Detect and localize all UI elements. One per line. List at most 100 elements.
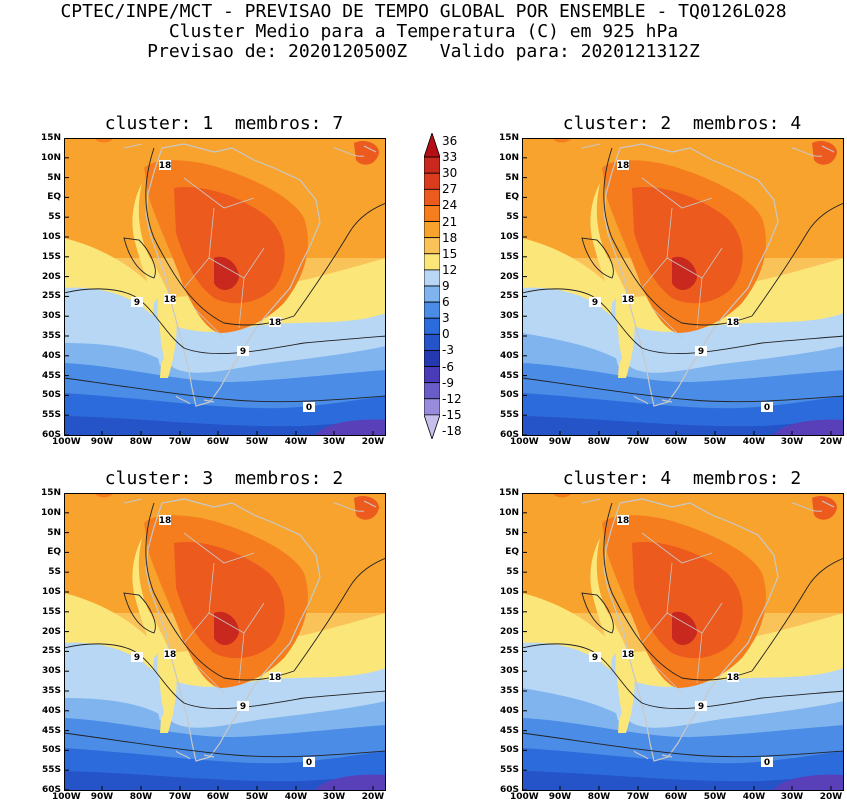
lat-label: 30S <box>41 311 61 322</box>
contour-line <box>64 377 386 403</box>
colorbar-label: 15 <box>442 246 458 261</box>
lon-label: 50W <box>245 437 269 447</box>
temp-region <box>522 416 844 436</box>
lat-label: 20S <box>41 271 61 282</box>
svg-text:18: 18 <box>727 673 740 683</box>
lon-label: 80W <box>129 437 153 447</box>
colorbar-swatch <box>423 205 441 222</box>
colorbar-label: -6 <box>442 359 454 374</box>
colorbar-label: 24 <box>442 198 458 213</box>
lon-label: 70W <box>168 437 192 447</box>
land-outline <box>603 498 779 762</box>
lon-label: 60W <box>664 437 688 447</box>
lat-label: 40S <box>499 705 519 716</box>
lat-label: 5S <box>48 567 61 578</box>
temp-region <box>552 138 572 143</box>
lat-label: 25S <box>41 291 61 302</box>
panel-title-4: cluster: 4 membros: 2 <box>562 468 802 489</box>
lat-label: 55S <box>41 765 61 776</box>
lat-label: 55S <box>499 765 519 776</box>
contour-line <box>581 237 614 279</box>
contour-label: 9 <box>131 652 143 663</box>
svg-text:18: 18 <box>622 295 635 305</box>
svg-text:18: 18 <box>269 318 282 328</box>
lon-label: 80W <box>587 792 611 802</box>
contour-label: 9 <box>589 297 601 308</box>
contour-line <box>293 557 386 672</box>
lat-label: 10S <box>41 232 61 242</box>
colorbar-label: 0 <box>442 327 450 342</box>
lon-label: 80W <box>129 792 153 802</box>
lat-label: 60S <box>41 430 61 440</box>
contour-label: 18 <box>269 317 282 328</box>
map-frame <box>522 493 844 791</box>
colorbar-label: 33 <box>442 150 458 165</box>
svg-text:18: 18 <box>617 516 630 526</box>
lat-label: 30S <box>499 666 519 677</box>
colorbar-svg <box>423 131 441 441</box>
contour-label: 18 <box>159 515 171 526</box>
country-borders <box>641 532 723 694</box>
colorbar-swatch <box>423 382 441 400</box>
contour-label: 9 <box>695 346 707 357</box>
contour-line <box>64 643 386 710</box>
temp-region-andes <box>611 653 622 721</box>
lat-label: 10S <box>499 232 519 242</box>
lon-label: 30W <box>322 792 346 802</box>
islands <box>581 498 835 512</box>
contour-label: 18 <box>159 160 172 171</box>
lon-label: 90W <box>548 792 572 802</box>
temp-region <box>672 256 697 290</box>
lat-label: 10N <box>498 507 519 518</box>
svg-text:18: 18 <box>617 161 630 171</box>
falklands <box>633 395 673 405</box>
contour-line <box>64 732 386 758</box>
contour-label: 9 <box>237 346 249 357</box>
contour-line <box>293 202 386 317</box>
islands <box>123 498 377 512</box>
lon-label: 40W <box>284 437 308 447</box>
svg-text:9: 9 <box>240 347 246 357</box>
temp-region-andes <box>611 298 622 366</box>
contour-label: 18 <box>164 649 176 660</box>
colorbar-swatch <box>423 221 441 239</box>
svg-text:9: 9 <box>592 298 598 308</box>
temp-region-andes <box>153 653 164 721</box>
colorbar-cap-bottom <box>423 414 441 441</box>
lon-label: 30W <box>780 792 804 802</box>
lat-label: 50S <box>499 745 519 756</box>
lat-label: 15S <box>499 251 519 262</box>
lon-label: 90W <box>548 437 572 447</box>
lat-label: 45S <box>499 725 519 736</box>
lat-label: 30S <box>41 666 61 677</box>
map-svg: 18 18 18 9 9 0 <box>64 138 386 436</box>
colorbar-label: -3 <box>442 343 454 358</box>
lon-label: 70W <box>626 792 650 802</box>
svg-text:9: 9 <box>698 347 704 357</box>
lon-label: 60W <box>206 437 230 447</box>
lat-label: 10N <box>40 152 61 163</box>
colorbar-label: -12 <box>442 391 462 406</box>
temp-region <box>552 493 572 498</box>
falklands <box>175 395 215 405</box>
temp-region-coldest <box>314 419 386 436</box>
svg-text:9: 9 <box>592 653 598 663</box>
lat-label: EQ <box>505 547 519 558</box>
lat-label: 30S <box>499 311 519 322</box>
colorbar-label: 18 <box>442 230 458 245</box>
contour-line <box>751 202 844 317</box>
lat-label: 15S <box>41 251 61 262</box>
svg-text:18: 18 <box>159 161 172 171</box>
land-outline <box>145 143 321 407</box>
main-title: CPTEC/INPE/MCT - PREVISAO DE TEMPO GLOBA… <box>60 1 787 22</box>
islands <box>123 143 377 157</box>
svg-text:9: 9 <box>240 702 246 712</box>
islands <box>581 143 835 157</box>
lat-label: 60S <box>41 785 61 795</box>
lat-label: 60S <box>499 785 519 795</box>
lon-label: 90W <box>90 792 114 802</box>
colorbar-swatch <box>423 188 441 206</box>
lat-label: 20S <box>41 626 61 637</box>
temp-region <box>94 138 114 143</box>
lat-label: EQ <box>47 192 61 203</box>
